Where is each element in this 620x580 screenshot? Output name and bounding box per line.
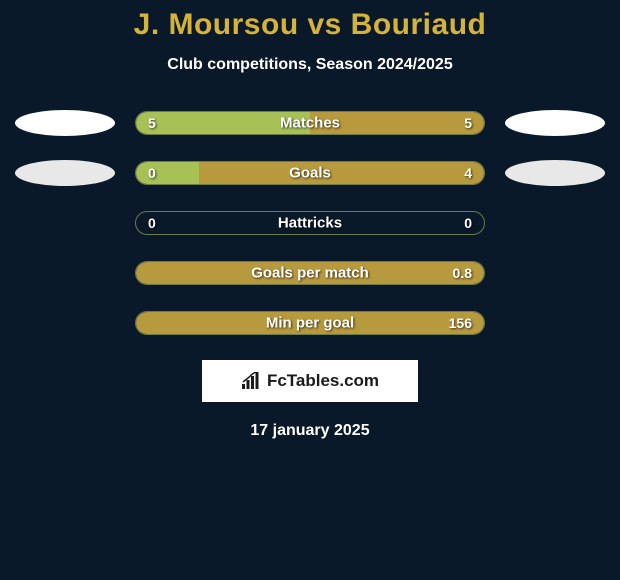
right-value: 0 bbox=[464, 215, 472, 231]
left-ellipse bbox=[15, 110, 115, 136]
right-ellipse bbox=[505, 160, 605, 186]
rows-container: 5Matches50Goals40Hattricks0Goals per mat… bbox=[0, 110, 620, 336]
brand-text: FcTables.com bbox=[267, 371, 379, 391]
right-value: 5 bbox=[464, 115, 472, 131]
right-ellipse bbox=[505, 110, 605, 136]
stat-row: 0Goals4 bbox=[0, 160, 620, 186]
stat-row: 0Hattricks0 bbox=[0, 210, 620, 236]
bar-track: Min per goal156 bbox=[135, 311, 485, 335]
bar-track: 0Goals4 bbox=[135, 161, 485, 185]
right-value: 156 bbox=[449, 315, 472, 331]
chart-icon bbox=[241, 372, 261, 390]
comparison-chart: J. Moursou vs Bouriaud Club competitions… bbox=[0, 0, 620, 440]
brand-badge[interactable]: FcTables.com bbox=[202, 360, 418, 402]
bar-track: 5Matches5 bbox=[135, 111, 485, 135]
page-title: J. Moursou vs Bouriaud bbox=[0, 8, 620, 42]
footer-date: 17 january 2025 bbox=[0, 422, 620, 440]
stat-row: Goals per match0.8 bbox=[0, 260, 620, 286]
bar-track: Goals per match0.8 bbox=[135, 261, 485, 285]
subtitle: Club competitions, Season 2024/2025 bbox=[0, 56, 620, 74]
stat-label: Matches bbox=[136, 115, 484, 132]
stat-label: Hattricks bbox=[136, 215, 484, 232]
right-value: 0.8 bbox=[453, 265, 472, 281]
stat-label: Min per goal bbox=[136, 315, 484, 332]
stat-row: Min per goal156 bbox=[0, 310, 620, 336]
right-value: 4 bbox=[464, 165, 472, 181]
stat-row: 5Matches5 bbox=[0, 110, 620, 136]
stat-label: Goals per match bbox=[136, 265, 484, 282]
stat-label: Goals bbox=[136, 165, 484, 182]
left-ellipse bbox=[15, 160, 115, 186]
bar-track: 0Hattricks0 bbox=[135, 211, 485, 235]
